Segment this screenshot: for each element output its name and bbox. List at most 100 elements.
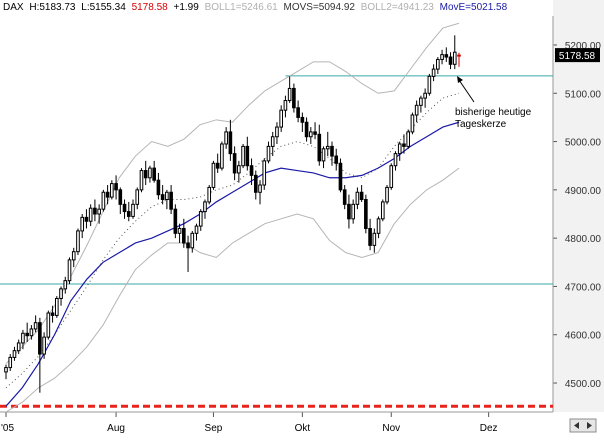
candle xyxy=(241,143,245,169)
candle-body xyxy=(165,191,169,201)
candle-body xyxy=(156,179,161,196)
current-candle xyxy=(457,52,461,67)
x-tick-label: Dez xyxy=(480,423,498,434)
candle-body xyxy=(182,227,186,244)
candle-body xyxy=(452,51,457,65)
candle-body xyxy=(8,356,13,369)
candle-body xyxy=(414,104,419,116)
candle-body xyxy=(372,232,377,246)
candle xyxy=(309,127,313,144)
candle-body xyxy=(266,145,271,162)
close-label: 5178.58 xyxy=(132,2,169,13)
candle-body xyxy=(270,136,275,147)
candle-body xyxy=(410,114,415,133)
candle xyxy=(211,160,216,190)
candle-body xyxy=(143,170,148,179)
move-label: MovE=5021.58 xyxy=(440,2,508,13)
candle xyxy=(190,230,195,253)
candle-body xyxy=(406,131,411,147)
x-tick-label: '05 xyxy=(1,423,14,434)
candle-body xyxy=(368,227,372,246)
candle xyxy=(16,339,21,355)
candle xyxy=(114,175,118,200)
candle xyxy=(245,136,250,171)
low-label: L:5155.34 xyxy=(81,2,126,13)
candle xyxy=(126,201,131,222)
candle xyxy=(122,199,127,219)
candle-body xyxy=(423,92,427,99)
candle-body xyxy=(457,54,461,57)
candle xyxy=(186,235,190,272)
candle xyxy=(402,134,406,154)
candle-body xyxy=(88,207,93,222)
candle-body xyxy=(393,153,398,167)
candle xyxy=(448,52,453,70)
x-tick-label: Okt xyxy=(295,423,311,434)
price-box-value: 5178.58 xyxy=(559,51,596,62)
annotation-line2: Tageskerze xyxy=(455,119,507,130)
candlesticks xyxy=(4,35,461,393)
symbol-label: DAX xyxy=(3,2,24,13)
candle xyxy=(42,332,46,359)
candle-body xyxy=(80,216,85,232)
y-tick-label: 4700.00 xyxy=(565,282,602,293)
candle xyxy=(338,158,343,193)
move-blue-line xyxy=(5,121,460,407)
candle-body xyxy=(376,218,381,234)
candle xyxy=(203,199,207,219)
candle-body xyxy=(275,126,279,138)
candle xyxy=(368,218,372,251)
candle xyxy=(444,47,449,62)
candle xyxy=(287,76,292,103)
annotation-arrow-line xyxy=(458,79,475,103)
candle-body xyxy=(402,143,406,147)
candle-body xyxy=(93,207,97,215)
candle xyxy=(292,83,296,113)
candle xyxy=(139,168,144,193)
candle-body xyxy=(16,342,21,352)
candle xyxy=(364,194,368,234)
candle-body xyxy=(389,165,394,188)
candle xyxy=(385,185,389,205)
candle-body xyxy=(262,160,267,186)
candle-body xyxy=(351,203,355,220)
candle-body xyxy=(67,259,72,282)
candle xyxy=(334,148,339,171)
candle xyxy=(436,57,440,74)
candle-body xyxy=(160,194,165,201)
candle-body xyxy=(33,322,38,330)
candle xyxy=(8,354,13,371)
candle-body xyxy=(258,184,262,193)
horizontal-lines xyxy=(0,75,553,408)
candle xyxy=(105,185,110,205)
candle-body xyxy=(135,189,140,205)
change-label: +1.99 xyxy=(174,2,200,13)
candle xyxy=(21,329,25,350)
candle-body xyxy=(76,230,80,253)
candle-body xyxy=(59,288,63,300)
candle xyxy=(135,187,140,210)
scroll-arrows-icon[interactable] xyxy=(569,418,597,433)
y-axis-ticks: 5200.00 5100.00 5000.00 4900.00 4800.00 4700.… xyxy=(552,16,602,412)
candle xyxy=(198,209,203,231)
candle-body xyxy=(313,131,317,135)
y-tick-label: 4600.00 xyxy=(565,331,602,342)
candle-body xyxy=(232,153,237,174)
price-axis-panel xyxy=(553,0,604,436)
candle xyxy=(232,146,237,181)
candle-body xyxy=(101,191,106,210)
candle-body xyxy=(42,336,46,355)
candle xyxy=(440,49,444,65)
candle-body xyxy=(237,165,241,174)
candle-body xyxy=(122,203,127,213)
price-box-rect xyxy=(555,48,600,63)
candle-body xyxy=(385,186,389,203)
candle-body xyxy=(84,216,89,222)
candle xyxy=(237,160,241,183)
candle-body xyxy=(342,189,347,205)
candle-body xyxy=(444,54,449,58)
candle xyxy=(279,105,283,132)
boll1-label: BOLL1=5246.61 xyxy=(205,2,279,13)
svg-text:DAX H:5183.73: DAX H:5183.73 L:5155.34 5178.58 +1.99 BO… xyxy=(3,2,508,13)
candle xyxy=(160,185,165,205)
